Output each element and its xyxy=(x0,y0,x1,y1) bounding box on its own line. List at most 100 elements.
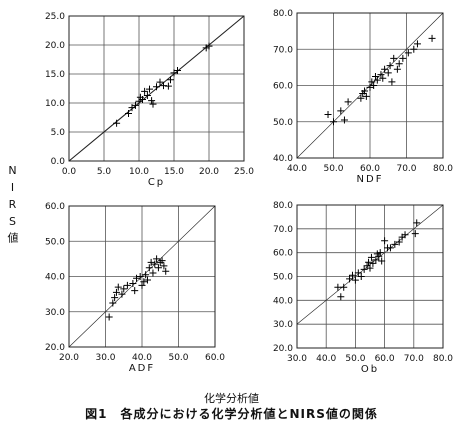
y-tick-label: 50.0 xyxy=(273,118,293,128)
plot-frame xyxy=(296,12,444,159)
y-tick-label: 60.0 xyxy=(273,82,293,92)
data-point xyxy=(139,96,146,104)
data-point xyxy=(205,42,213,50)
data-point xyxy=(393,65,401,73)
data-point xyxy=(123,281,131,289)
data-point xyxy=(428,34,436,42)
data-point xyxy=(138,281,146,289)
x-tick-label: 10.0 xyxy=(129,167,149,177)
y-tick-label: 20.0 xyxy=(273,344,293,354)
data-point xyxy=(370,82,378,89)
data-point xyxy=(367,253,375,261)
data-point xyxy=(120,285,128,293)
data-point xyxy=(366,264,374,272)
y-tick-label: 70.0 xyxy=(273,225,293,235)
data-point xyxy=(348,271,356,279)
data-point xyxy=(354,269,362,277)
data-point xyxy=(330,118,337,126)
x-tick-label: 50.0 xyxy=(323,164,343,174)
x-tick-label: 30.0 xyxy=(95,353,115,363)
x-tick-label: 60.0 xyxy=(360,164,380,174)
data-point xyxy=(379,74,387,82)
data-point xyxy=(158,257,166,265)
x-tick-label: 40.0 xyxy=(316,354,336,364)
x-tick-label: 40.0 xyxy=(287,164,307,174)
data-point xyxy=(386,62,394,70)
data-point xyxy=(369,259,377,267)
data-point xyxy=(105,313,113,321)
y-tick-label: 80.0 xyxy=(273,201,293,211)
y-tick-label: 30.0 xyxy=(273,320,293,330)
data-point xyxy=(399,54,407,62)
data-point xyxy=(160,262,168,270)
x-tick-label: 20.0 xyxy=(59,353,79,363)
y-tick-label: 20.0 xyxy=(45,343,65,353)
data-point xyxy=(151,260,159,268)
data-point xyxy=(133,274,141,282)
y-tick-label: 40.0 xyxy=(273,296,293,306)
y-axis-main-label: NIRS値 xyxy=(6,163,19,247)
data-point xyxy=(148,97,156,105)
data-point xyxy=(413,219,421,227)
y-tick-label: 10.0 xyxy=(45,99,65,109)
data-point xyxy=(140,278,148,286)
y-tick-label: 70.0 xyxy=(273,45,293,55)
data-point xyxy=(156,258,164,266)
data-point xyxy=(145,264,153,272)
data-point xyxy=(167,76,174,84)
data-point xyxy=(351,276,359,284)
data-point xyxy=(357,273,365,280)
data-point xyxy=(136,273,144,280)
y-tick-label: 50.0 xyxy=(273,273,293,283)
x-tick-label: 0.0 xyxy=(62,167,77,177)
x-tick-label: 15.0 xyxy=(164,167,184,177)
panel-x-label: ADF xyxy=(129,363,155,374)
data-point xyxy=(381,237,389,245)
data-point xyxy=(375,252,383,260)
data-point xyxy=(411,230,419,238)
panel-x-label: Ob xyxy=(361,364,379,375)
x-tick-label: 30.0 xyxy=(287,354,307,364)
data-point xyxy=(365,258,373,266)
data-point xyxy=(160,82,167,90)
data-point xyxy=(362,92,370,100)
data-point xyxy=(156,78,164,86)
plot-frame xyxy=(68,205,216,348)
y-tick-label: 5.0 xyxy=(51,128,66,138)
x-tick-label: 50.0 xyxy=(168,353,188,363)
data-point xyxy=(391,240,399,248)
data-point xyxy=(337,107,345,115)
data-point xyxy=(114,283,122,291)
y-tick-label: 15.0 xyxy=(45,70,65,80)
data-point xyxy=(143,91,151,99)
data-point xyxy=(109,299,117,307)
data-point xyxy=(162,267,170,275)
y-tick-label: 80.0 xyxy=(273,9,293,19)
data-point xyxy=(340,283,348,291)
panel-x-label: NDF xyxy=(357,174,384,185)
data-point xyxy=(410,45,418,53)
data-point xyxy=(118,290,126,298)
data-point xyxy=(378,257,386,265)
plot-frame xyxy=(68,15,245,162)
data-point xyxy=(147,258,155,266)
data-point xyxy=(395,238,403,246)
y-tick-label: 50.0 xyxy=(45,237,65,247)
data-point xyxy=(377,71,385,79)
one-to-one-line xyxy=(296,204,444,325)
data-point xyxy=(337,293,345,301)
data-point xyxy=(131,287,139,295)
data-point xyxy=(154,264,162,272)
y-tick-label: 40.0 xyxy=(45,273,65,283)
data-point xyxy=(372,256,380,264)
data-point xyxy=(344,98,352,106)
data-point xyxy=(174,67,181,75)
y-tick-label: 60.0 xyxy=(273,249,293,259)
data-point xyxy=(386,244,394,252)
y-tick-label: 0.0 xyxy=(51,157,66,167)
data-point xyxy=(142,271,150,279)
x-tick-label: 70.0 xyxy=(396,164,416,174)
data-point xyxy=(113,119,121,127)
